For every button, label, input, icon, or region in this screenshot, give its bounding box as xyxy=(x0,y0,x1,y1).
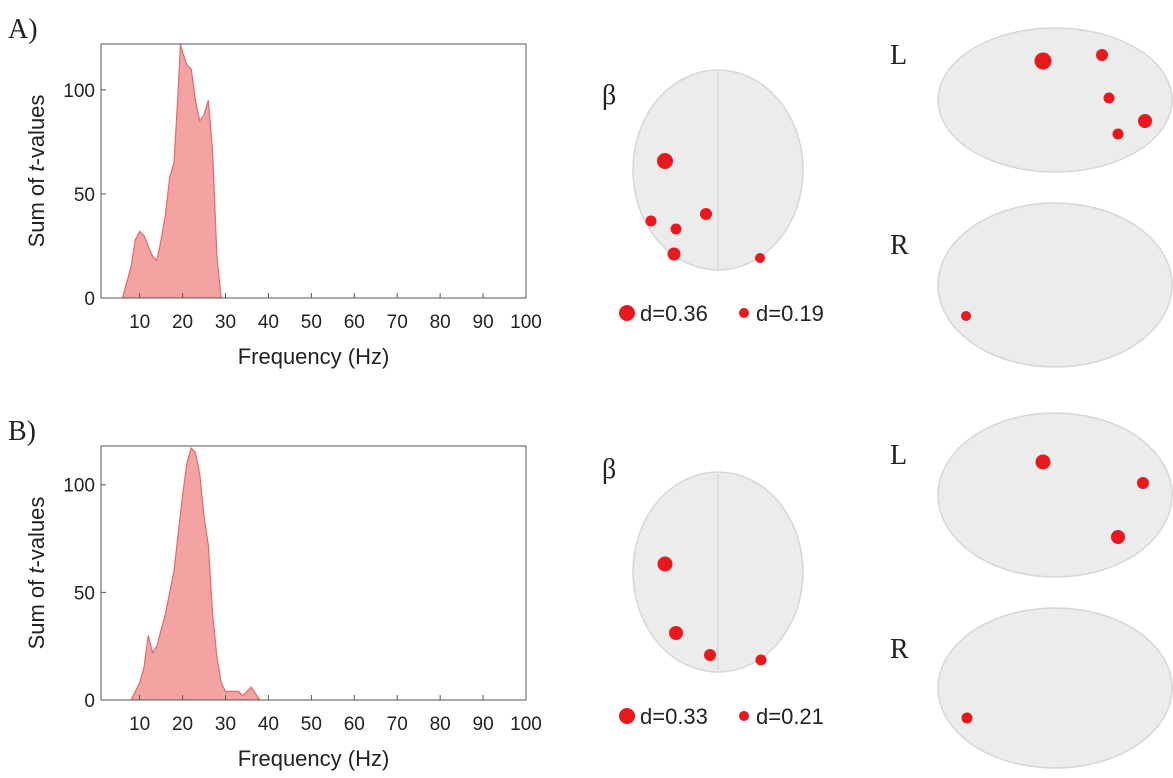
area xyxy=(131,448,260,700)
x-axis-label: Frequency (Hz) xyxy=(238,746,390,771)
legend-dot xyxy=(619,708,635,724)
source-dot xyxy=(1103,92,1115,104)
panel-label: B) xyxy=(8,416,36,447)
x-tick-label: 90 xyxy=(473,312,494,333)
hemisphere-label: L xyxy=(890,440,907,471)
source-dot xyxy=(667,247,681,261)
x-tick-label: 60 xyxy=(344,714,365,735)
y-axis-label-part: t xyxy=(24,165,49,172)
x-tick-label: 80 xyxy=(430,714,451,735)
source-dot xyxy=(755,654,767,666)
hemisphere-label: R xyxy=(890,634,909,665)
x-tick-label: 100 xyxy=(510,312,542,333)
source-dot xyxy=(755,253,765,263)
x-axis-label: Frequency (Hz) xyxy=(238,344,390,369)
x-tick-label: 10 xyxy=(129,714,150,735)
source-dot xyxy=(961,712,973,724)
legend-label: d=0.36 xyxy=(640,301,708,326)
legend-label: d=0.19 xyxy=(756,301,824,326)
x-tick-label: 60 xyxy=(344,312,365,333)
x-tick-label: 30 xyxy=(215,312,236,333)
y-axis-label-part: t xyxy=(24,567,49,574)
source-dot xyxy=(1137,477,1149,489)
y-tick-label: 50 xyxy=(74,185,95,206)
plot-frame xyxy=(100,43,527,299)
source-dot xyxy=(657,153,673,169)
source-dot xyxy=(704,649,716,661)
band-label: β xyxy=(602,454,616,485)
brains-bottom xyxy=(619,412,1173,769)
source-dot xyxy=(700,208,712,220)
y-tick-label: 0 xyxy=(84,691,95,712)
legend-label: d=0.33 xyxy=(640,704,708,729)
source-dot xyxy=(1034,52,1052,70)
y-axis-label: Sum of t-values xyxy=(24,497,49,650)
plot-frame xyxy=(100,445,527,701)
y-axis-label-part: Sum of xyxy=(24,172,49,248)
panel-label: A) xyxy=(8,14,38,45)
legend-dot xyxy=(739,308,749,318)
x-tick-label: 80 xyxy=(430,312,451,333)
source-dot xyxy=(1035,454,1051,470)
line xyxy=(130,447,261,701)
legend-dot xyxy=(739,711,749,721)
band-label: β xyxy=(602,80,616,111)
x-tick-label: 20 xyxy=(172,312,193,333)
y-axis-label: Sum of t-values xyxy=(24,95,49,248)
brain-left-view xyxy=(937,412,1173,578)
y-tick-label: 50 xyxy=(74,583,95,604)
x-tick-label: 100 xyxy=(510,714,542,735)
x-tick-label: 90 xyxy=(473,714,494,735)
x-tick-label: 50 xyxy=(301,312,322,333)
line xyxy=(121,43,222,299)
y-tick-label: 0 xyxy=(84,289,95,310)
y-tick-label: 100 xyxy=(63,476,95,497)
source-dot xyxy=(669,626,683,640)
y-axis-label-part: -values xyxy=(24,95,49,166)
y-axis-label-part: -values xyxy=(24,497,49,568)
hemisphere-label: R xyxy=(890,230,909,261)
x-tick-label: 30 xyxy=(215,714,236,735)
brain-right-view xyxy=(937,202,1173,368)
x-tick-label: 10 xyxy=(129,312,150,333)
x-tick-label: 40 xyxy=(258,714,279,735)
hemisphere-label: L xyxy=(890,40,907,71)
source-dot xyxy=(1138,114,1152,128)
brains-top xyxy=(619,27,1173,368)
x-tick-label: 20 xyxy=(172,714,193,735)
source-dot xyxy=(1112,128,1124,140)
source-dot xyxy=(961,311,971,321)
source-dot xyxy=(657,556,673,572)
y-tick-label: 100 xyxy=(63,81,95,102)
x-tick-label: 70 xyxy=(387,714,408,735)
y-axis-label-part: Sum of xyxy=(24,574,49,650)
source-dot xyxy=(670,223,682,235)
x-tick-label: 50 xyxy=(301,714,322,735)
x-tick-label: 40 xyxy=(258,312,279,333)
brain-left-view xyxy=(937,27,1173,173)
source-dot xyxy=(645,215,657,227)
legend-dot xyxy=(619,305,635,321)
source-dot xyxy=(1111,530,1125,544)
brain-right-view xyxy=(937,607,1173,769)
source-dot xyxy=(1096,49,1108,61)
legend-label: d=0.21 xyxy=(756,704,824,729)
x-tick-label: 70 xyxy=(387,312,408,333)
